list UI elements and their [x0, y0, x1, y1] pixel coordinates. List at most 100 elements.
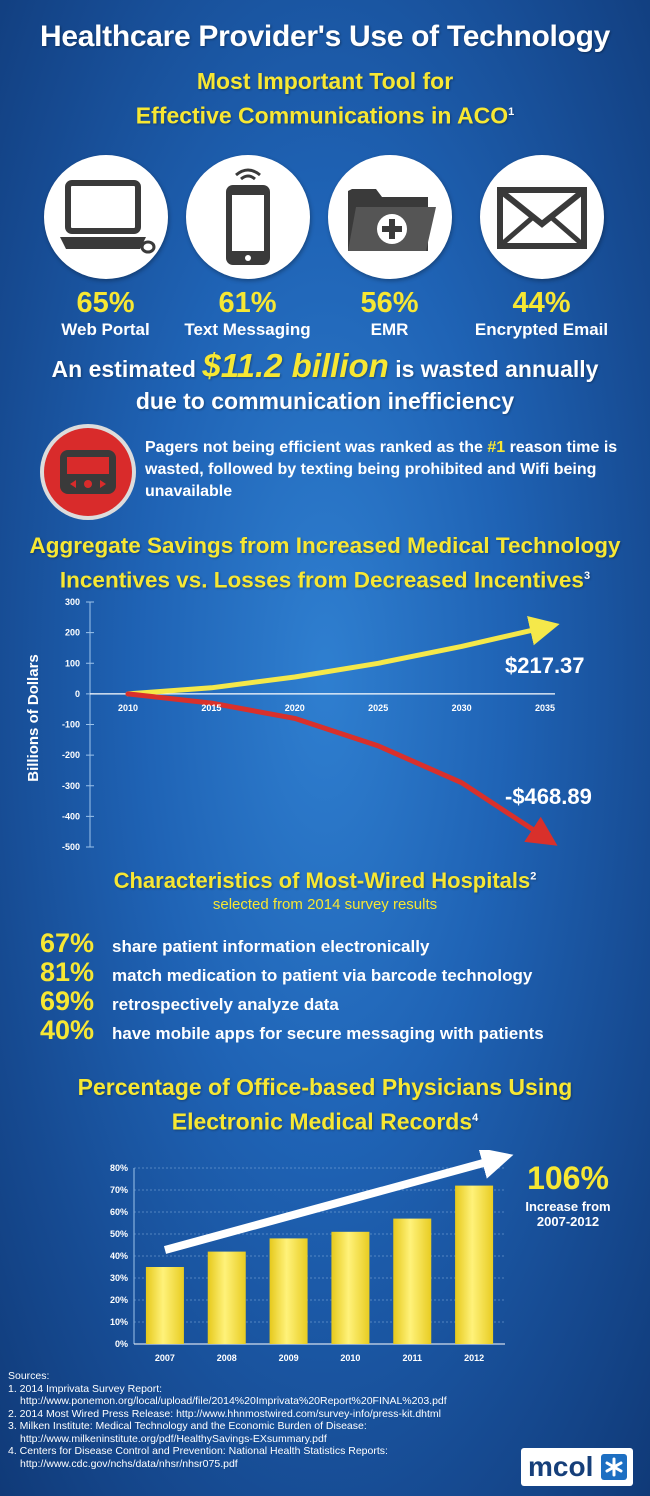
x-tick-label: 2011 — [402, 1353, 422, 1363]
pagers-rank: #1 — [487, 439, 506, 456]
source-url[interactable]: http://www.ponemon.org/local/upload/file… — [20, 1395, 447, 1407]
y-tick-label: -400 — [62, 811, 80, 821]
mcol-logo[interactable]: mcol — [521, 1448, 633, 1486]
y-tick-label: 0% — [115, 1339, 128, 1349]
y-tick-label: 0 — [75, 689, 80, 699]
folder-icon — [347, 189, 436, 251]
pagers-text: Pagers not being efficient was ranked as… — [145, 437, 625, 503]
tool-icon-circle — [185, 155, 310, 279]
wasted-amount: $11.2 billion — [202, 347, 389, 384]
wasted-post: is wasted annually — [395, 356, 599, 382]
bar — [269, 1238, 308, 1344]
series-point — [544, 626, 546, 629]
footnote-ref: 3 — [583, 570, 591, 582]
source-url[interactable]: http://www.milkeninstitute.org/pdf/Healt… — [20, 1432, 327, 1445]
tool-encrypted-email: 44% Encrypted Email — [474, 155, 609, 340]
tool-icon-circle — [327, 155, 452, 279]
list-item-percent: 81% — [40, 957, 95, 987]
x-tick-label: 2020 — [285, 703, 305, 713]
list-item-text: share patient information electronically — [112, 937, 430, 956]
source-item: 3. Milken Institute: Medical Technology … — [8, 1420, 367, 1432]
savings-line-chart: 300 200 100 0 -100 -200 -300 -400 -500 2010 2015 20… — [62, 597, 592, 852]
series-point — [544, 836, 546, 839]
x-tick-label: 2007 — [155, 1353, 175, 1363]
y-tick-label: 100 — [65, 658, 80, 668]
logo-text: mcol — [528, 1451, 594, 1482]
emr-callout: 106% Increase from 2007-2012 — [508, 1160, 628, 1229]
list-item: 67% share patient information electronica… — [40, 928, 640, 959]
x-tick-label: 2015 — [201, 703, 221, 713]
footnote-ref: 4 — [472, 1112, 479, 1124]
callout-value: 106% — [527, 1160, 609, 1196]
y-tick-label: 80% — [110, 1163, 128, 1173]
sources-title: Sources: — [8, 1370, 50, 1382]
page-title: Healthcare Provider's Use of Technology — [39, 20, 611, 53]
list-item: 40% have mobile apps for secure messaging… — [40, 1015, 640, 1046]
x-tick-label: 2010 — [340, 1353, 360, 1363]
tool-label: Text Messaging — [184, 320, 311, 339]
tool-text-messaging: 61% Text Messaging — [180, 155, 315, 340]
x-tick-label: 2008 — [217, 1353, 237, 1363]
bar — [331, 1231, 370, 1344]
x-tick-label: 2030 — [452, 703, 472, 713]
x-tick-label: 2012 — [464, 1353, 484, 1363]
tool-percent: 44% — [512, 287, 571, 319]
sources: Sources: 1. 2014 Imprivata Survey Report… — [8, 1370, 548, 1470]
list-item-text: have mobile apps for secure messaging wi… — [112, 1024, 544, 1043]
series-point — [460, 645, 463, 648]
wired-subtitle: selected from 2014 survey results — [212, 896, 438, 913]
emr-heading: Percentage of Office-based Physicians Us… — [0, 1072, 650, 1138]
wired-title: Characteristics of Most-Wired Hospitals — [113, 868, 531, 893]
series-point — [127, 693, 129, 695]
bar — [455, 1185, 494, 1344]
pager-icon — [44, 428, 132, 516]
tools-heading-line1: Most Important Tool for — [196, 68, 454, 94]
tool-percent: 65% — [76, 287, 135, 319]
source-item: 4. Centers for Disease Control and Preve… — [8, 1445, 388, 1457]
callout-line1: Increase from — [525, 1199, 611, 1214]
y-tick-label: 10% — [110, 1317, 128, 1327]
list-item: 81% match medication to patient via barco… — [40, 957, 640, 988]
y-tick-label: 30% — [110, 1273, 128, 1283]
footnote-ref: 1 — [508, 106, 515, 118]
pager-badge — [40, 424, 136, 520]
y-tick-label: 60% — [110, 1207, 128, 1217]
laptop-icon — [59, 180, 155, 254]
series-point — [377, 662, 380, 665]
savings-heading-line1: Aggregate Savings from Increased Medical… — [29, 533, 621, 558]
savings-heading: Aggregate Savings from Increased Medical… — [0, 530, 650, 596]
y-tick-label: 200 — [65, 628, 80, 638]
tool-web-portal: 65% Web Portal — [38, 155, 173, 340]
series-line — [125, 691, 558, 846]
emr-heading-line1: Percentage of Office-based Physicians Us… — [77, 1074, 573, 1100]
y-tick-label: -500 — [62, 842, 80, 852]
list-item-percent: 40% — [40, 1015, 95, 1045]
source-item: 2. 2014 Most Wired Press Release: http:/… — [8, 1407, 441, 1420]
bar — [393, 1218, 432, 1344]
callout-line2: 2007-2012 — [536, 1214, 600, 1229]
emr-heading-line2: Electronic Medical Records — [171, 1108, 473, 1135]
tool-icon-circle — [43, 155, 168, 279]
wasted-statement: An estimated $11.2 billion is wasted ann… — [0, 347, 650, 417]
tool-label: EMR — [370, 320, 409, 339]
wasted-line2: due to communication inefficiency — [135, 388, 515, 414]
y-tick-label: 50% — [110, 1229, 128, 1239]
series-end-label: -$468.89 — [505, 784, 592, 809]
list-item-text: match medication to patient via barcode … — [112, 966, 533, 985]
y-tick-label: -100 — [62, 720, 80, 730]
series-point — [210, 686, 213, 689]
bar — [207, 1251, 246, 1344]
pagers-text-pre: Pagers not being efficient was ranked as… — [145, 439, 483, 456]
growth-arrow — [163, 1150, 514, 1254]
source-item: 1. 2014 Imprivata Survey Report: — [8, 1382, 163, 1395]
y-tick-label: 300 — [65, 597, 80, 607]
x-tick-label: 2010 — [118, 703, 138, 713]
tool-label: Web Portal — [61, 320, 150, 339]
wasted-pre: An estimated — [51, 356, 196, 382]
tool-icon-circle — [479, 155, 604, 279]
asterisk-icon — [601, 1454, 627, 1480]
line-chart-ylabel: Billions of Dollars — [25, 654, 45, 782]
x-tick-label: 2035 — [535, 703, 555, 713]
source-url[interactable]: http://www.cdc.gov/nchs/data/nhsr/nhsr07… — [20, 1457, 238, 1470]
series-point — [210, 702, 213, 704]
